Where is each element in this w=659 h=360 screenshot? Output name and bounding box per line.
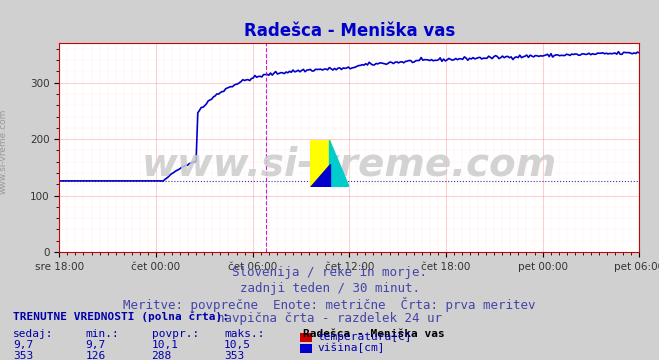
Text: Slovenija / reke in morje.: Slovenija / reke in morje. [232,266,427,279]
Text: 9,7: 9,7 [86,340,106,350]
Text: 126: 126 [86,351,106,360]
Polygon shape [310,164,330,187]
Text: www.si-vreme.com: www.si-vreme.com [142,145,557,183]
Title: Radešca - Meniška vas: Radešca - Meniška vas [244,22,455,40]
Text: Radešca - Meniška vas: Radešca - Meniška vas [303,329,445,339]
Text: višina[cm]: višina[cm] [318,343,385,353]
Text: Meritve: povprečne  Enote: metrične  Črta: prva meritev: Meritve: povprečne Enote: metrične Črta:… [123,297,536,312]
Text: TRENUTNE VREDNOSTI (polna črta):: TRENUTNE VREDNOSTI (polna črta): [13,311,229,322]
Text: min.:: min.: [86,329,119,339]
Polygon shape [330,140,349,187]
Text: 10,5: 10,5 [224,340,251,350]
Text: povpr.:: povpr.: [152,329,199,339]
Text: navpična črta - razdelek 24 ur: navpična črta - razdelek 24 ur [217,312,442,325]
Text: 288: 288 [152,351,172,360]
Text: 9,7: 9,7 [13,340,34,350]
Text: 10,1: 10,1 [152,340,179,350]
Text: temperatura[C]: temperatura[C] [318,332,412,342]
Text: zadnji teden / 30 minut.: zadnji teden / 30 minut. [239,282,420,294]
Text: 353: 353 [224,351,244,360]
Polygon shape [310,140,330,187]
Text: maks.:: maks.: [224,329,264,339]
Text: 353: 353 [13,351,34,360]
Text: www.si-vreme.com: www.si-vreme.com [0,108,8,194]
Text: sedaj:: sedaj: [13,329,53,339]
